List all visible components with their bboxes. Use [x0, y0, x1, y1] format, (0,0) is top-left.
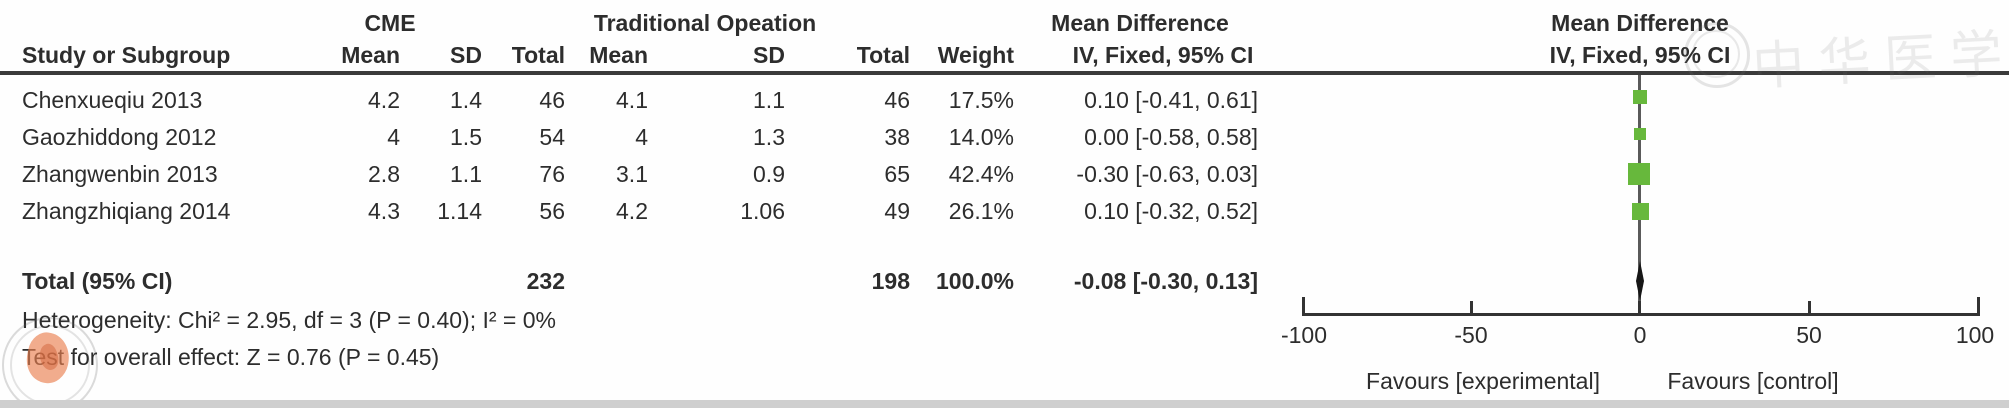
cma-watermark-text: 中华医学会: [1750, 21, 2009, 97]
trad-mean: 4.2: [616, 198, 648, 224]
cme-mean: 2.8: [368, 161, 400, 187]
col-header-sd1: SD: [450, 42, 482, 68]
col-header-mean1: Mean: [341, 42, 400, 68]
total-weight: 100.0%: [935, 268, 1014, 294]
cma-watermark-logo: [1684, 22, 1750, 88]
cme-total: 76: [539, 161, 565, 187]
ci-value: 0.10 [-0.32, 0.52]: [1084, 198, 1258, 224]
total-ci-value: -0.08 [-0.30, 0.13]: [1073, 268, 1258, 294]
col-header-study: Study or Subgroup: [22, 42, 231, 68]
favours-experimental-label: Favours [experimental]: [1366, 368, 1600, 394]
cma-watermark-logo-inner: [1692, 30, 1740, 78]
trad-total: 49: [884, 198, 910, 224]
col-header-mean2: Mean: [589, 42, 648, 68]
study-marker-gaozhiddong: [1634, 128, 1646, 140]
axis-tick: [1470, 301, 1473, 313]
ci-value: 0.00 [-0.58, 0.58]: [1084, 124, 1258, 150]
ci-value: 0.10 [-0.41, 0.61]: [1084, 87, 1258, 113]
col-header-total1: Total: [511, 42, 565, 68]
cme-total: 46: [539, 87, 565, 113]
col-header-total2: Total: [856, 42, 910, 68]
study-marker-zhangwenbin: [1628, 163, 1650, 185]
axis-tick-label: 100: [1955, 322, 1995, 348]
study-name: Zhangwenbin 2013: [22, 161, 218, 187]
cme-sd: 1.5: [450, 124, 482, 150]
col-header-ci-table: IV, Fixed, 95% CI: [1072, 42, 1254, 68]
weight: 17.5%: [948, 87, 1014, 113]
heterogeneity-stats: Heterogeneity: Chi² = 2.95, df = 3 (P = …: [22, 307, 556, 333]
cme-total: 56: [539, 198, 565, 224]
weight: 26.1%: [948, 198, 1014, 224]
ci-value: -0.30 [-0.63, 0.03]: [1076, 161, 1258, 187]
study-marker-chenxueqiu: [1633, 90, 1647, 104]
trad-mean: 4.1: [616, 87, 648, 113]
trad-total: 46: [884, 87, 910, 113]
total-label: Total (95% CI): [22, 268, 173, 294]
header-separator-line: [0, 71, 2009, 75]
cme-mean: 4: [387, 124, 400, 150]
cme-mean: 4.2: [368, 87, 400, 113]
stamp-watermark-outer-ring: [2, 317, 98, 408]
trad-total: 65: [884, 161, 910, 187]
group-header-cme: CME: [364, 10, 416, 36]
weight: 14.0%: [948, 124, 1014, 150]
cme-mean: 4.3: [368, 198, 400, 224]
axis-tick: [1808, 301, 1811, 313]
favours-control-label: Favours [control]: [1667, 368, 1839, 394]
axis-tick: [1977, 297, 1980, 313]
axis-tick: [1302, 297, 1305, 313]
cme-sd: 1.1: [450, 161, 482, 187]
study-name: Chenxueqiu 2013: [22, 87, 203, 113]
axis-tick-label: 50: [1796, 322, 1822, 348]
axis-tick-label: -50: [1454, 322, 1488, 348]
axis-tick-label: 0: [1633, 322, 1647, 348]
total-trad-n: 198: [871, 268, 910, 294]
study-name: Zhangzhiqiang 2014: [22, 198, 231, 224]
trad-sd: 1.1: [753, 87, 785, 113]
weight: 42.4%: [948, 161, 1014, 187]
study-name: Gaozhiddong 2012: [22, 124, 217, 150]
zero-effect-line: [1638, 75, 1641, 313]
trad-sd: 1.3: [753, 124, 785, 150]
trad-mean: 4: [635, 124, 648, 150]
axis-tick-label: -100: [1280, 322, 1328, 348]
cme-total: 54: [539, 124, 565, 150]
trad-mean: 3.1: [616, 161, 648, 187]
total-cme-n: 232: [526, 268, 565, 294]
total-effect-diamond: [1636, 261, 1644, 301]
trad-sd: 0.9: [753, 161, 785, 187]
col-header-weight: Weight: [937, 42, 1014, 68]
group-header-traditional: Traditional Opeation: [593, 10, 817, 36]
trad-total: 38: [884, 124, 910, 150]
group-header-mean-difference-table: Mean Difference: [1051, 10, 1229, 36]
trad-sd: 1.06: [740, 198, 785, 224]
bottom-border-band: [0, 400, 2009, 408]
study-marker-zhangzhiqiang: [1632, 203, 1649, 220]
axis-tick: [1638, 301, 1641, 313]
col-header-sd2: SD: [753, 42, 785, 68]
cme-sd: 1.14: [437, 198, 482, 224]
x-axis-line: [1302, 313, 1980, 316]
cme-sd: 1.4: [450, 87, 482, 113]
